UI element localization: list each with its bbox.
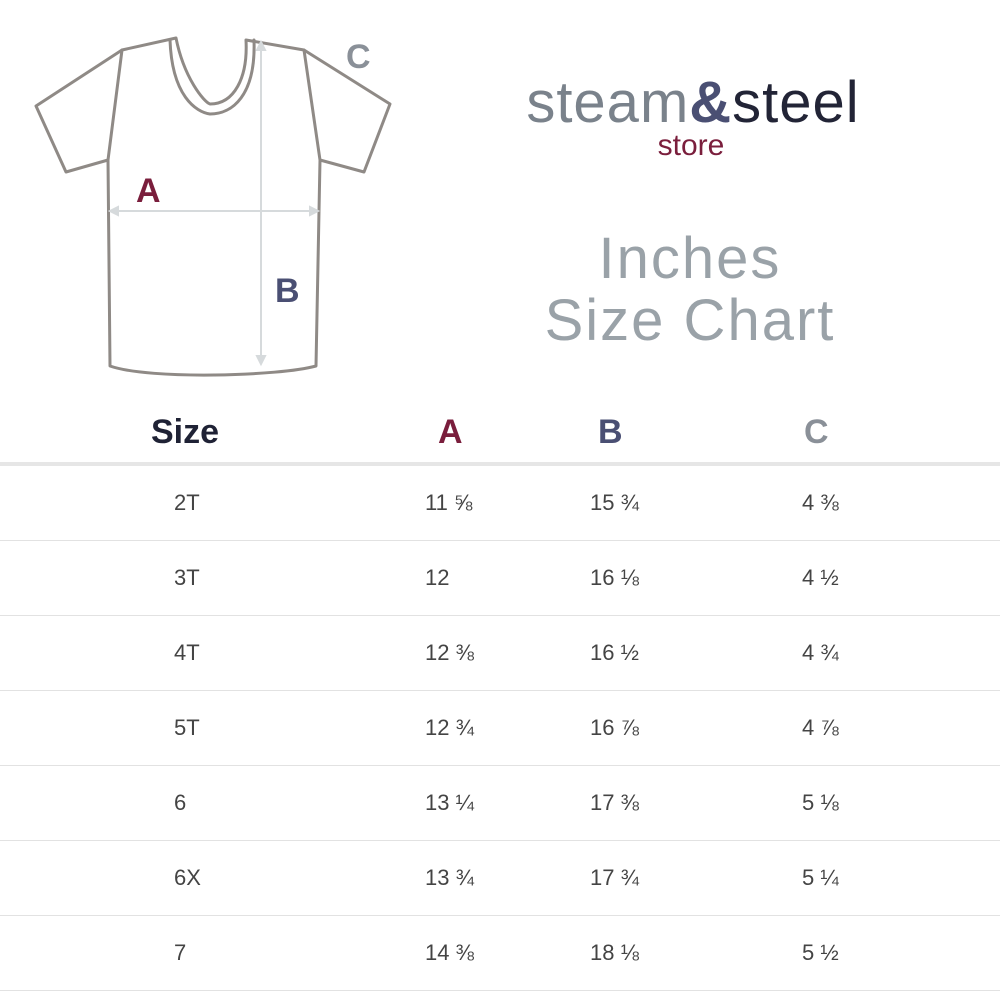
- cell-a: 12 ⅜: [425, 640, 474, 665]
- cell-b: 17 ¾: [590, 865, 639, 890]
- cell-a: 13 ¾: [425, 865, 474, 890]
- header-b: B: [598, 413, 623, 451]
- table-row: 4T 12 ⅜ 16 ½ 4 ¾: [0, 616, 1000, 691]
- table-row: 5T 12 ¾ 16 ⅞ 4 ⅞: [0, 691, 1000, 766]
- table-header: Size A B C: [0, 400, 1000, 466]
- cell-b: 18 ⅛: [590, 940, 639, 965]
- brand-steam: steam: [526, 70, 690, 135]
- cell-b: 15 ¾: [590, 490, 639, 515]
- cell-c: 4 ½: [802, 565, 839, 590]
- header-a: A: [438, 413, 463, 451]
- cell-a: 11 ⅝: [425, 490, 473, 515]
- cell-c: 5 ⅛: [802, 790, 839, 815]
- cell-b: 16 ⅞: [590, 715, 639, 740]
- cell-size: 3T: [174, 565, 200, 590]
- cell-a: 13 ¼: [425, 790, 474, 815]
- brand-logo: steam&steel store: [498, 70, 888, 162]
- brand-steel: steel: [732, 70, 860, 135]
- cell-size: 2T: [174, 490, 200, 515]
- header-size: Size: [151, 413, 220, 451]
- brand-store: store: [657, 129, 725, 162]
- cell-c: 5 ¼: [802, 865, 839, 890]
- table-row: 2T 11 ⅝ 15 ¾ 4 ⅜: [0, 466, 1000, 541]
- cell-b: 17 ⅜: [590, 790, 639, 815]
- cell-c: 4 ⅜: [802, 490, 839, 515]
- cell-size: 4T: [174, 640, 200, 665]
- tshirt-diagram: [34, 36, 392, 377]
- title-line-2: Size Chart: [544, 288, 836, 353]
- table-row: 3T 12 16 ⅛ 4 ½: [0, 541, 1000, 616]
- cell-a: 12 ¾: [425, 715, 474, 740]
- table-body: 2T 11 ⅝ 15 ¾ 4 ⅜ 3T 12 16 ⅛ 4 ½ 4T 12 ⅜ …: [0, 466, 1000, 991]
- header-c: C: [804, 413, 829, 451]
- table-row: 6 13 ¼ 17 ⅜ 5 ⅛: [0, 766, 1000, 841]
- dimension-label-b: B: [275, 272, 300, 310]
- page-title: Inches Size Chart: [500, 228, 880, 352]
- size-table: Size A B C 2T 11 ⅝ 15 ¾ 4 ⅜ 3T 12 16 ⅛ 4…: [0, 400, 1000, 991]
- table-row: 6X 13 ¾ 17 ¾ 5 ¼: [0, 841, 1000, 916]
- cell-b: 16 ⅛: [590, 565, 639, 590]
- dimension-label-c: C: [346, 38, 371, 76]
- cell-a: 12: [425, 565, 450, 590]
- cell-size: 7: [174, 940, 187, 965]
- dimension-label-a: A: [136, 172, 161, 210]
- cell-size: 6: [174, 790, 187, 815]
- cell-size: 6X: [174, 865, 201, 890]
- cell-b: 16 ½: [590, 640, 639, 665]
- cell-c: 4 ⅞: [802, 715, 839, 740]
- cell-c: 4 ¾: [802, 640, 839, 665]
- brand-ampersand: &: [689, 70, 733, 135]
- title-line-1: Inches: [598, 226, 782, 291]
- brand-wordmark: steam&steel: [498, 70, 888, 136]
- cell-c: 5 ½: [802, 940, 839, 965]
- table-row: 7 14 ⅜ 18 ⅛ 5 ½: [0, 916, 1000, 991]
- cell-size: 5T: [174, 715, 200, 740]
- cell-a: 14 ⅜: [425, 940, 474, 965]
